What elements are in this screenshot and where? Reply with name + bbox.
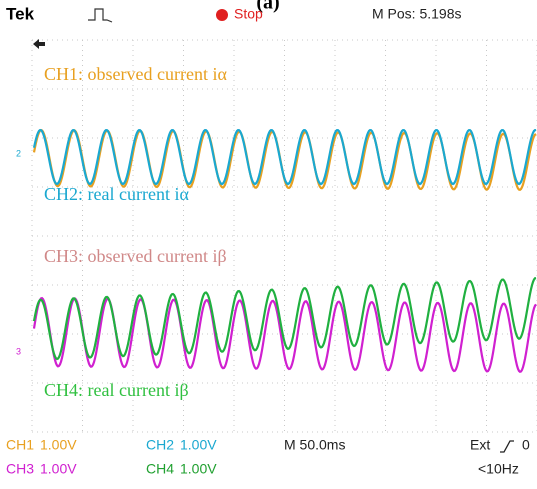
trigger-source: Ext: [470, 437, 490, 453]
ch2-label: CH2: real current iα: [44, 184, 189, 204]
trigger-level: 0: [522, 437, 530, 453]
ch4-scale: 1.00V: [180, 461, 217, 477]
trigger-frequency: <10Hz: [478, 461, 519, 477]
position: M Pos: 5.198s: [372, 6, 462, 22]
stop-indicator: [216, 9, 228, 21]
ch1-scale: 1.00V: [40, 437, 77, 453]
ch1-label: CH1: observed current iα: [44, 64, 227, 84]
ch2-scale: 1.00V: [180, 437, 217, 453]
ch3-scale: 1.00V: [40, 461, 77, 477]
status: Stop: [234, 6, 263, 22]
timebase: M 50.0ms: [284, 437, 345, 453]
brand: Tek: [6, 4, 35, 23]
ch2-marker: 2: [16, 148, 21, 158]
ch3-name: CH3: [6, 461, 34, 477]
ch3-label: CH3: observed current iβ: [44, 246, 227, 266]
ch3-marker: 3: [16, 346, 21, 356]
ch4-label: CH4: real current iβ: [44, 380, 189, 400]
ch4-name: CH4: [146, 461, 174, 477]
ch1-name: CH1: [6, 437, 34, 453]
ch2-name: CH2: [146, 437, 174, 453]
oscilloscope: (a) Tek Stop M Pos: 5.198s CH1: observed…: [0, 0, 537, 489]
